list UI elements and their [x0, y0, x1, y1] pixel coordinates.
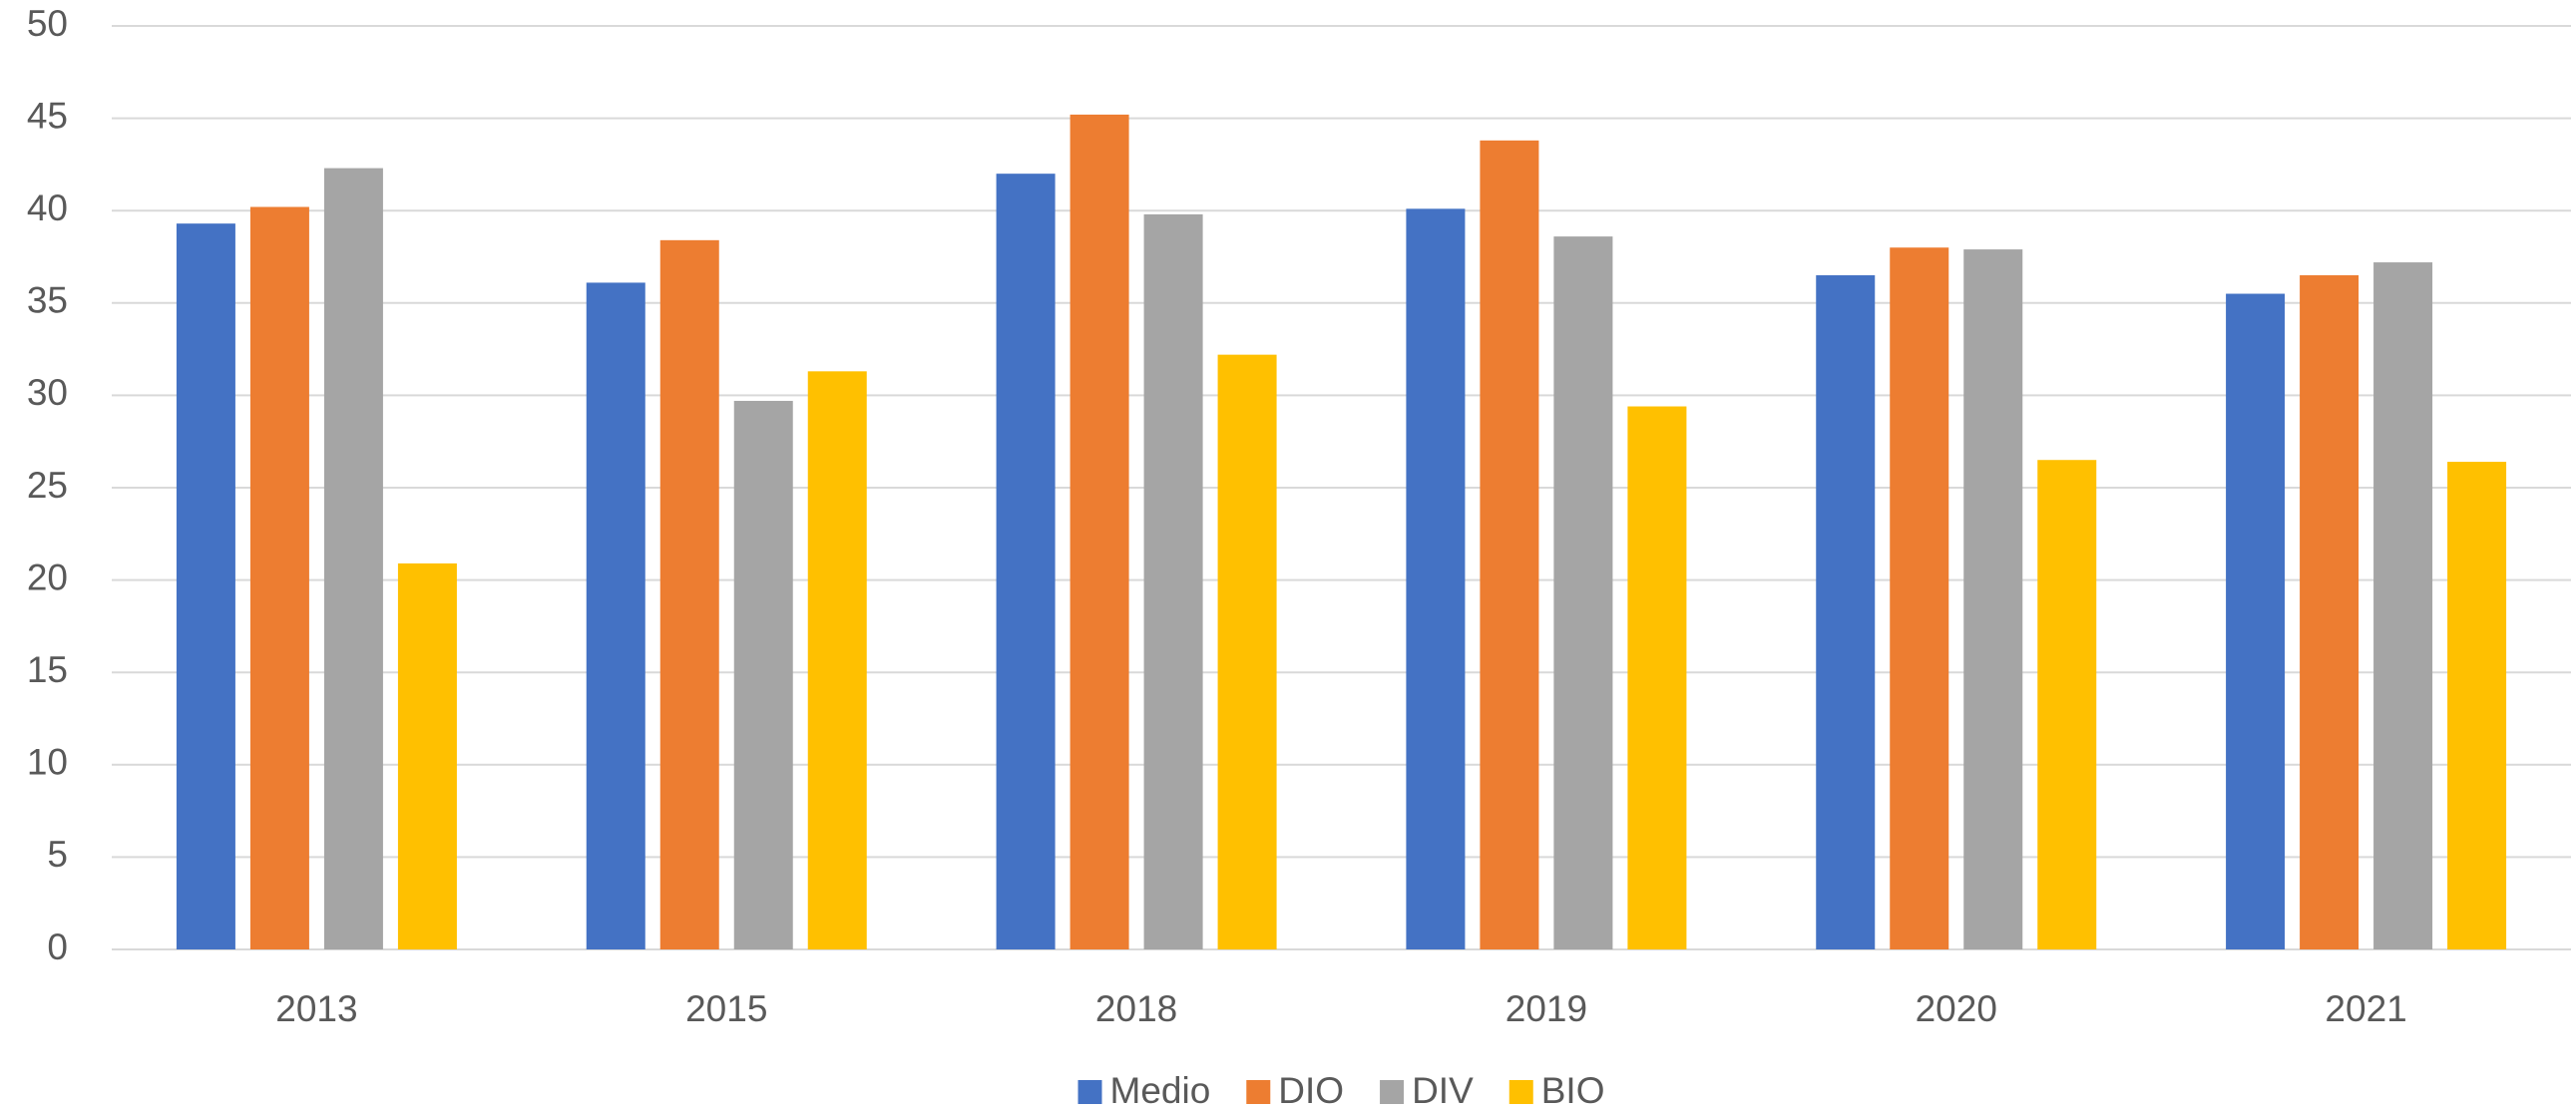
y-tick-label: 15	[27, 649, 68, 690]
bar	[996, 174, 1056, 949]
bar	[1627, 406, 1687, 950]
bar	[733, 400, 793, 949]
bar	[1890, 247, 1949, 950]
y-tick-label: 35	[27, 280, 68, 321]
y-tick-label: 40	[27, 187, 68, 228]
x-tick-label: 2021	[2325, 988, 2406, 1029]
bar	[249, 206, 309, 950]
legend-label: DIO	[1278, 1070, 1344, 1111]
legend-label: DIV	[1412, 1070, 1474, 1111]
bar	[1480, 140, 1539, 950]
bar	[176, 223, 235, 949]
legend-swatch	[1508, 1080, 1533, 1104]
legend-swatch	[1246, 1080, 1271, 1104]
y-tick-label: 45	[27, 95, 68, 136]
bar	[1816, 275, 1876, 949]
bar	[2300, 275, 2360, 949]
y-tick-label: 20	[27, 556, 68, 597]
legend-swatch	[1077, 1080, 1102, 1104]
bar	[397, 562, 457, 949]
x-tick-label: 2018	[1095, 988, 1177, 1029]
legend-label: BIO	[1541, 1070, 1605, 1111]
bar	[2373, 262, 2433, 949]
legend-swatch	[1380, 1080, 1405, 1104]
bar	[586, 282, 645, 950]
bar	[1070, 114, 1129, 949]
y-tick-label: 25	[27, 465, 68, 506]
bar	[1217, 354, 1277, 949]
x-tick-label: 2013	[275, 988, 357, 1029]
bar	[1406, 208, 1466, 949]
x-tick-label: 2015	[685, 988, 767, 1029]
bar	[1143, 213, 1203, 950]
y-tick-label: 5	[47, 834, 68, 875]
y-tick-label: 10	[27, 742, 68, 783]
bar	[807, 371, 867, 950]
x-tick-label: 2020	[1916, 988, 1997, 1029]
bar	[2447, 462, 2507, 949]
bar	[1963, 249, 2023, 950]
bar	[659, 239, 719, 949]
y-tick-label: 30	[27, 372, 68, 413]
y-tick-label: 0	[47, 927, 68, 967]
legend-label: Medio	[1110, 1070, 1211, 1111]
bar	[2226, 293, 2286, 949]
y-tick-label: 50	[27, 3, 68, 44]
bar	[323, 168, 383, 949]
x-tick-label: 2019	[1505, 988, 1587, 1029]
bar	[1553, 236, 1613, 950]
bar	[2037, 460, 2097, 949]
